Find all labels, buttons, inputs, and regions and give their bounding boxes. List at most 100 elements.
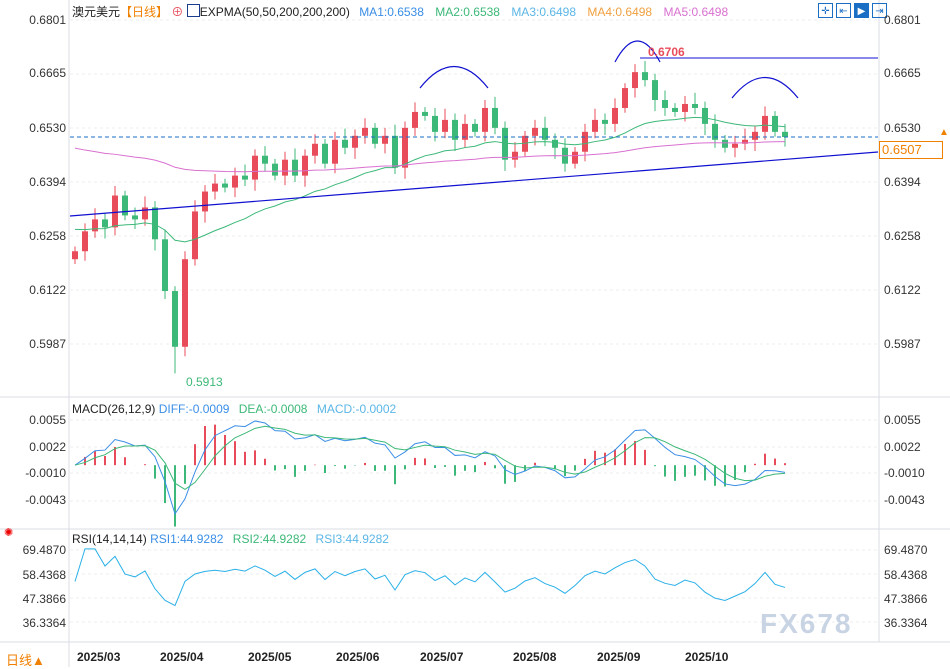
candle-body [572,151,578,164]
macd-axis-label-1: 0.0055 [884,413,921,427]
ema200-line [74,141,786,173]
candle-body [442,119,448,132]
ma5-value: MA5:0.6498 [663,5,729,19]
candle-body [82,231,88,252]
month-label: 2025/04 [160,650,204,664]
candle-body [72,251,78,260]
price-axis-label-0: 0.6394 [29,175,66,189]
macd-axis-label-1: 0.0022 [884,440,921,454]
rsi-line [74,548,786,607]
candle-body [762,115,768,132]
period-label: 【日线】 [120,5,169,19]
ema50-line [74,116,786,243]
price-axis-label-1: 0.6394 [884,175,921,189]
candle-body [712,123,718,140]
candle-body [122,195,128,216]
rsi3-value: RSI3:44.9282 [315,532,389,546]
price-axis-label-0: 0.6122 [29,283,66,297]
month-label: 2025/07 [420,650,464,664]
macd-title: MACD(26,12,9) [72,402,156,416]
fit-range-icon[interactable]: ⇤ [836,3,851,18]
candle-body [512,151,518,160]
candle-body [432,115,438,132]
candle-body [352,135,358,148]
price-axis-label-0: 0.6665 [29,66,66,80]
candle-body [92,219,98,232]
candle-body [542,127,548,140]
candle-body [692,103,698,108]
candle-body [152,207,158,240]
candle-body [272,163,278,176]
rsi2-value: RSI2:44.9282 [232,532,307,546]
candle-body [422,111,428,116]
macd-axis-label-0: -0.0043 [25,493,66,507]
candle-body [682,103,688,112]
month-label: 2025/05 [248,650,292,664]
candle-body [532,127,538,136]
candle-body [392,135,398,168]
candle-body [622,88,628,108]
candle-body [462,123,468,140]
macd-value: MACD:-0.0002 [316,402,397,416]
candle-body [172,291,178,347]
play-icon[interactable]: ▶ [854,3,869,18]
month-label: 2025/08 [513,650,557,664]
candle-body [212,183,218,192]
rsi-axis-label-0: 58.4368 [22,568,66,582]
candle-body [132,215,138,220]
pattern-arc [419,65,489,89]
price-axis-label-1: 0.6665 [884,66,921,80]
pattern-arc [614,40,661,63]
candle-body [452,119,458,140]
indicator-icon[interactable] [186,4,200,17]
candle-body [482,107,488,132]
candle-body [782,131,788,138]
candle-body [552,139,558,148]
candle-body [472,123,478,132]
price-axis-label-1: 0.5987 [884,337,921,351]
candle-body [522,135,528,152]
candle-body [612,107,618,124]
month-label: 2025/03 [77,650,121,664]
candle-body [592,119,598,132]
candle-body [302,155,308,176]
macd-axis-label-0: 0.0022 [29,440,66,454]
candle-body [582,131,588,152]
candle-body [262,155,268,164]
goto-end-icon[interactable]: ⇥ [872,3,887,18]
candle-body [702,107,708,124]
candle-body [232,175,238,188]
price-axis-label-1: 0.6801 [884,13,921,27]
candle-body [202,191,208,212]
watermark: FX678 [760,608,853,639]
macd-axis-label-0: 0.0055 [29,413,66,427]
candle-body [382,135,388,144]
rsi-settings-icon[interactable]: ✺ [4,527,14,539]
price-axis-label-1: 0.6530 [884,121,921,135]
candle-body [372,127,378,144]
price-axis-label-1: 0.6122 [884,283,921,297]
candle-body [322,143,328,164]
candle-body [732,143,738,148]
chart-header: 澳元美元【日线】 ⊕ EXPMA(50,50,200,200,200) MA1:… [72,3,728,20]
month-label: 2025/06 [336,650,380,664]
price-axis-label-0: 0.5987 [29,337,66,351]
ma3-value: MA3:0.6498 [511,5,577,19]
price-axis-label-0: 0.6530 [29,121,66,135]
symbol-name: 澳元美元 [72,5,121,19]
candle-body [142,207,148,220]
candle-body [102,219,108,228]
candle-body [162,239,168,292]
rsi-title: RSI(14,14,14) [72,532,147,546]
candle-body [362,127,368,136]
macd-header: MACD(26,12,9) DIFF:-0.0009 DEA:-0.0008 M… [72,402,396,416]
crosshair-icon[interactable]: ✛ [818,3,833,18]
current-price-tag: 0.6507 [879,141,943,159]
indicator-name: EXPMA(50,50,200,200,200) [199,5,350,19]
candle-body [632,72,638,89]
settings-icon[interactable]: ⊕ [171,5,184,19]
candle-body [242,175,248,180]
candle-body [742,139,748,144]
period-button[interactable]: 日线▲ [6,653,45,668]
